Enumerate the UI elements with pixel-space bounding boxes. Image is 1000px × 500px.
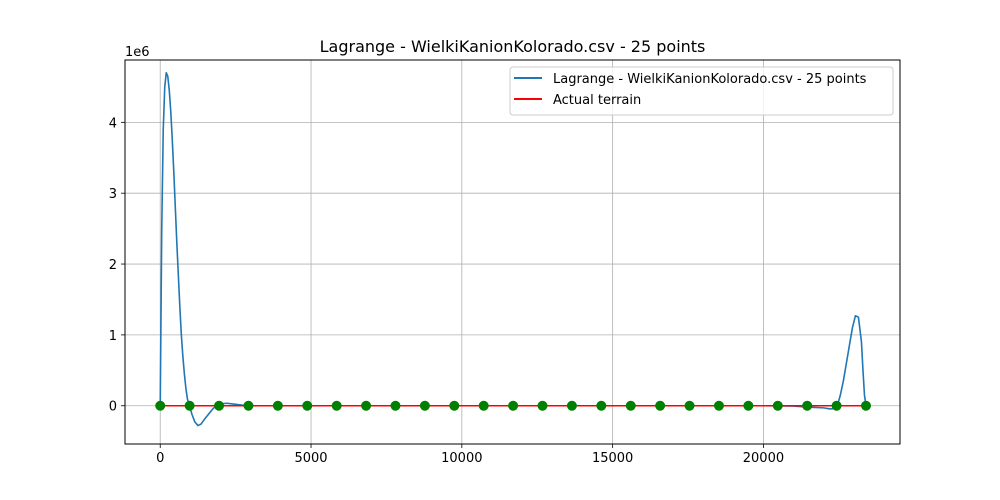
interpolation-node-point bbox=[184, 400, 195, 411]
interpolation-node-point bbox=[419, 400, 430, 411]
interpolation-node-point bbox=[772, 400, 783, 411]
y-axis-scale-label: 1e6 bbox=[125, 45, 150, 60]
plot-frame bbox=[124, 59, 901, 445]
interpolation-node-point bbox=[860, 400, 871, 411]
legend-box bbox=[509, 66, 894, 116]
x-tick-label: 20000 bbox=[743, 451, 784, 466]
interpolation-node-point bbox=[361, 400, 372, 411]
interpolation-node-point bbox=[537, 400, 548, 411]
interpolation-node-point bbox=[272, 400, 283, 411]
interpolation-node-point bbox=[155, 400, 166, 411]
legend: Lagrange - WielkiKanionKolorado.csv - 25… bbox=[509, 66, 894, 116]
x-tick-label: 0 bbox=[156, 451, 164, 466]
interpolation-node-point bbox=[831, 400, 842, 411]
interpolation-node-point bbox=[743, 400, 754, 411]
x-tick-label: 10000 bbox=[441, 451, 482, 466]
interpolation-node-point bbox=[596, 400, 607, 411]
y-tick-label: 3 bbox=[109, 187, 117, 202]
y-tick-label: 2 bbox=[109, 258, 117, 273]
legend-label-interpolation: Lagrange - WielkiKanionKolorado.csv - 25… bbox=[553, 72, 867, 87]
interpolation-node-point bbox=[390, 400, 401, 411]
y-tick-label: 0 bbox=[109, 400, 117, 415]
y-tick-label: 4 bbox=[109, 116, 117, 131]
y-tick-label: 1 bbox=[109, 329, 117, 344]
interpolation-node-point bbox=[478, 400, 489, 411]
interpolation-node-point bbox=[684, 400, 695, 411]
chart-title: Lagrange - WielkiKanionKolorado.csv - 25… bbox=[320, 37, 706, 56]
interpolation-node-point bbox=[566, 400, 577, 411]
x-tick-label: 15000 bbox=[592, 451, 633, 466]
interpolation-node-point bbox=[449, 400, 460, 411]
interpolation-nodes bbox=[155, 400, 871, 411]
interpolation-node-point bbox=[243, 400, 254, 411]
legend-label-actual-terrain: Actual terrain bbox=[553, 93, 641, 108]
interpolation-node-point bbox=[302, 400, 313, 411]
interpolation-node-point bbox=[802, 400, 813, 411]
axis-ticks: 0 5000 10000 15000 20000 0 1 2 3 4 bbox=[109, 116, 784, 466]
interpolation-node-point bbox=[655, 400, 666, 411]
interpolation-node-point bbox=[713, 400, 724, 411]
interpolation-node-point bbox=[508, 400, 519, 411]
interpolation-node-point bbox=[625, 400, 636, 411]
interpolation-node-point bbox=[331, 400, 342, 411]
interpolation-node-point bbox=[214, 400, 225, 411]
x-tick-label: 5000 bbox=[294, 451, 327, 466]
